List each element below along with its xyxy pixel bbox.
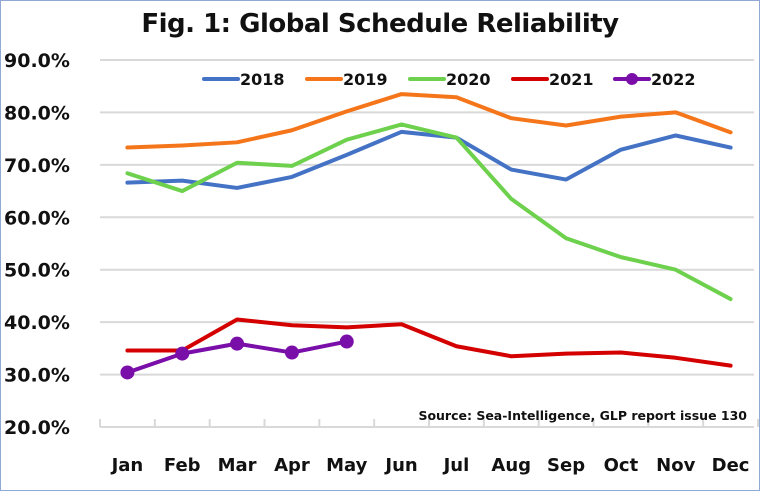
legend-label: 2021 bbox=[549, 70, 594, 89]
data-point bbox=[339, 334, 354, 349]
legend-item-2019: 2019 bbox=[305, 70, 388, 89]
x-tick-label: Dec bbox=[712, 455, 750, 476]
x-tick-label: May bbox=[326, 455, 368, 476]
legend-item-2022: 2022 bbox=[613, 70, 696, 89]
gridlines bbox=[99, 59, 759, 428]
legend-item-2021: 2021 bbox=[511, 70, 594, 89]
series-2019 bbox=[125, 92, 733, 150]
y-tick-label: 20.0% bbox=[4, 417, 70, 439]
legend: 2018 2019 2020 2021 2022 bbox=[202, 70, 696, 89]
x-tick-label: Apr bbox=[274, 455, 310, 476]
series-line bbox=[125, 92, 733, 150]
series-line bbox=[125, 122, 733, 302]
series-line bbox=[125, 317, 733, 368]
legend-label: 2019 bbox=[343, 70, 388, 89]
data-point bbox=[284, 345, 299, 360]
y-tick-label: 50.0% bbox=[4, 260, 70, 282]
x-tick-label: Jan bbox=[110, 455, 144, 476]
y-axis: 20.0% 30.0% 40.0% 50.0% 60.0% 70.0% 80.0% 90.0% bbox=[4, 50, 70, 439]
x-tick-label: Sep bbox=[547, 455, 585, 476]
x-tick-label: Oct bbox=[604, 455, 639, 476]
x-tick-label: Mar bbox=[218, 455, 257, 476]
x-tick-label: Jul bbox=[442, 455, 470, 476]
legend-marker bbox=[626, 73, 638, 85]
y-tick-label: 80.0% bbox=[4, 102, 70, 124]
y-tick-label: 40.0% bbox=[4, 312, 70, 334]
legend-label: 2022 bbox=[651, 70, 696, 89]
series-lines bbox=[120, 92, 733, 380]
x-tick-label: Nov bbox=[656, 455, 695, 476]
x-tick-label: Feb bbox=[164, 455, 201, 476]
x-tick-label: Aug bbox=[491, 455, 531, 476]
data-point bbox=[120, 365, 135, 380]
data-point bbox=[230, 336, 245, 351]
series-line bbox=[125, 129, 733, 190]
series-2018 bbox=[125, 129, 733, 190]
y-tick-label: 30.0% bbox=[4, 365, 70, 387]
x-axis: Jan Feb Mar Apr May Jun Jul Aug Sep Oct Nov Dec bbox=[110, 455, 750, 476]
legend-item-2020: 2020 bbox=[408, 70, 491, 89]
y-tick-label: 70.0% bbox=[4, 155, 70, 177]
y-tick-label: 60.0% bbox=[4, 207, 70, 229]
y-tick-label: 90.0% bbox=[4, 50, 70, 72]
legend-label: 2018 bbox=[240, 70, 285, 89]
series-2020 bbox=[125, 122, 733, 302]
chart-title: Fig. 1: Global Schedule Reliability bbox=[141, 9, 619, 39]
data-point bbox=[175, 346, 190, 361]
series-2021 bbox=[125, 317, 733, 368]
legend-item-2018: 2018 bbox=[202, 70, 285, 89]
legend-label: 2020 bbox=[446, 70, 491, 89]
series-2022 bbox=[120, 334, 354, 380]
x-tick-label: Jun bbox=[383, 455, 417, 476]
source-annotation: Source: Sea-Intelligence, GLP report iss… bbox=[418, 408, 747, 423]
